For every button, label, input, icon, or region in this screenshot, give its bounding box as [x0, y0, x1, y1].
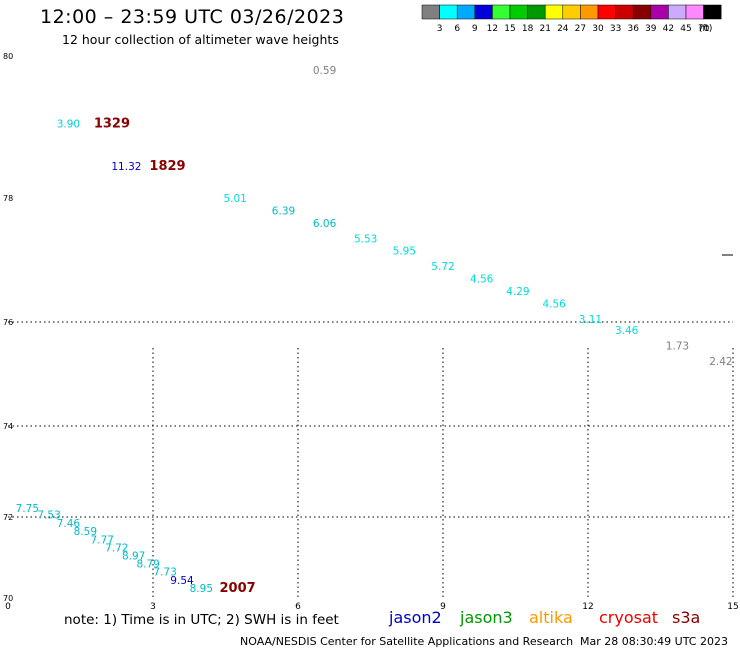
colorbar-unit: (ft): [699, 24, 713, 34]
colorbar-tick-label: 12: [487, 24, 498, 34]
wave-height-label: 3.46: [615, 325, 639, 337]
wave-height-label: 11.32: [111, 161, 141, 173]
satellite-legend-altika: altika: [529, 608, 573, 627]
x-tick-label: 9: [440, 602, 446, 610]
colorbar-tick-label: 15: [504, 24, 515, 34]
wave-height-label: 5.95: [393, 246, 416, 258]
wave-height-label: 1.73: [666, 340, 689, 352]
wave-height-label: 7.53: [37, 510, 60, 522]
chart-title: 12:00 – 23:59 UTC 03/26/2023: [40, 6, 345, 28]
chart-subtitle: 12 hour collection of altimeter wave hei…: [62, 32, 339, 47]
colorbar-tick-label: 24: [557, 24, 569, 34]
colorbar-legend: 3 6 9 12 15 18 21 24 27 30 33 36 39 42 45 70(ft): [421, 4, 722, 34]
wave-height-label: 6.39: [272, 205, 295, 217]
x-tick-label: 15: [727, 602, 738, 610]
y-tick-label: 74: [3, 422, 13, 431]
footer-timestamp: Mar 28 08:30:49 UTC 2023: [580, 635, 728, 648]
footer-credit: NOAA/NESDIS Center for Satellite Applica…: [240, 635, 574, 648]
colorbar-tick-label: 3: [437, 24, 443, 34]
wave-height-label: 5.72: [431, 261, 454, 273]
wave-height-label: 7.72: [105, 542, 128, 554]
satellite-legend-jason3: jason3: [460, 608, 513, 627]
pass-time-label: 1329: [94, 116, 130, 131]
colorbar-tick-label: 33: [610, 24, 621, 34]
wave-height-label: 8.59: [74, 526, 97, 538]
wave-height-label: 8.79: [136, 559, 159, 571]
colorbar-tick-label: 9: [472, 24, 478, 34]
colorbar-tick-label: 45: [680, 24, 691, 34]
wave-height-label: 5.01: [223, 193, 246, 205]
y-tick-label: 70: [3, 594, 13, 603]
colorbar-tick-label: 18: [522, 24, 534, 34]
wave-height-label: 8.95: [190, 583, 213, 595]
colorbar-swatch: [703, 4, 722, 20]
satellite-legend-jason2: jason2: [389, 608, 442, 627]
x-tick-label: 6: [295, 602, 301, 610]
colorbar-tick-label: 36: [627, 24, 639, 34]
pass-time-label: 2007: [219, 581, 255, 596]
y-tick-label: 76: [3, 318, 13, 327]
colorbar-tick-label: 27: [575, 24, 586, 34]
x-tick-label: 3: [150, 602, 156, 610]
x-tick-label: 12: [582, 602, 593, 610]
pass-time-label: 1829: [149, 159, 185, 174]
wave-height-label: 7.75: [16, 503, 39, 515]
wave-height-label: 7.77: [91, 534, 114, 546]
wave-height-label: 8.97: [122, 550, 145, 562]
satellite-legend-cryosat: cryosat: [599, 608, 659, 627]
colorbar-tick-label: 70: [698, 24, 710, 34]
note-text: note: 1) Time is in UTC; 2) SWH is in fe…: [64, 612, 339, 628]
x-tick-label: 0: [5, 602, 11, 610]
satellite-legend-s3a: s3a: [672, 608, 701, 627]
wave-height-map: 0 3 6 9 12 15 70 72 74 76 78 80 0.59 3.90 1329 11.32 182…: [3, 52, 739, 610]
y-tick-label: 72: [3, 513, 13, 522]
y-tick-label: 80: [3, 52, 13, 61]
wave-height-label: 3.11: [579, 314, 602, 326]
wave-height-label: 7.46: [57, 518, 81, 530]
colorbar-tick-label: 39: [645, 24, 657, 34]
wave-height-label: 7.73: [153, 567, 176, 579]
wave-height-label: 3.90: [57, 118, 80, 130]
wave-height-label: 4.29: [506, 286, 529, 298]
colorbar-tick-label: 21: [539, 24, 550, 34]
wave-height-label: 2.42: [709, 356, 732, 368]
colorbar-tick-label: 6: [454, 24, 460, 34]
wave-height-label: 4.56: [470, 274, 494, 286]
colorbar-tick-label: 30: [592, 24, 604, 34]
wave-height-label: 5.53: [354, 233, 377, 245]
wave-height-label: 9.54: [170, 575, 194, 587]
colorbar-tick-label: 42: [663, 24, 674, 34]
wave-height-label: 4.56: [542, 298, 566, 310]
y-tick-label: 78: [3, 194, 13, 203]
wave-height-label: 0.59: [313, 65, 336, 77]
wave-height-label: 6.06: [313, 218, 337, 230]
